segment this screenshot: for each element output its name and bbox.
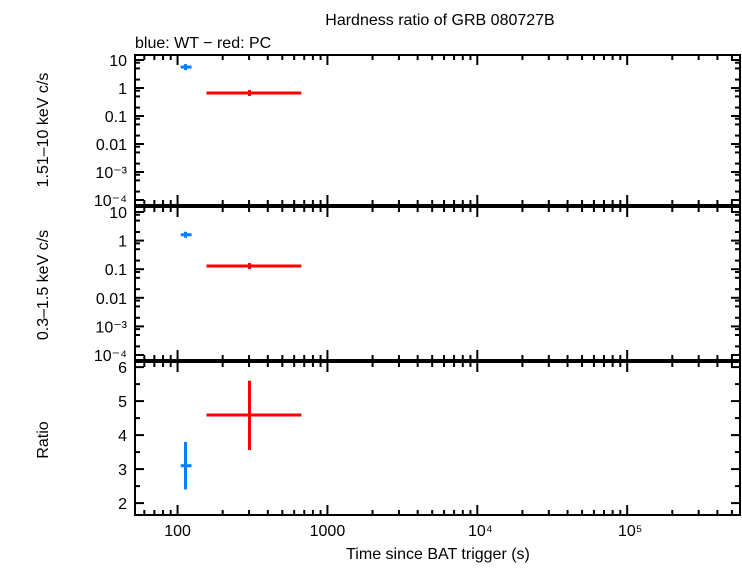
x-tick-label: 10⁵ xyxy=(618,523,642,540)
panel-frame xyxy=(134,361,741,516)
y-tick-label: 3 xyxy=(118,462,127,479)
y-tick-label: 2 xyxy=(118,496,127,513)
y-tick-label: 6 xyxy=(118,360,127,377)
y-tick-label: 0.01 xyxy=(96,137,127,154)
chart-subtitle: blue: WT − red: PC xyxy=(135,35,271,52)
ratio-ylabel: Ratio xyxy=(35,421,52,458)
y-tick-label: 10⁻³ xyxy=(95,319,127,336)
y-tick-label: 10⁻⁴ xyxy=(94,193,127,210)
y-tick-label: 10⁻⁴ xyxy=(94,348,127,365)
y-tick-label: 0.01 xyxy=(96,291,127,308)
x-tick-label: 10⁴ xyxy=(468,523,493,540)
y-tick-label: 0.1 xyxy=(105,262,127,279)
y-tick-label: 0.1 xyxy=(105,109,127,126)
x-tick-label: 1000 xyxy=(310,523,346,540)
y-tick-label: 10 xyxy=(109,205,127,222)
chart-title: Hardness ratio of GRB 080727B xyxy=(325,12,554,29)
y-tick-label: 5 xyxy=(118,394,127,411)
x-tick-label: 100 xyxy=(164,523,191,540)
y-tick-label: 1 xyxy=(118,81,127,98)
y-tick-label: 10⁻³ xyxy=(95,165,127,182)
middle-ylabel: 0.3–1.5 keV c/s xyxy=(35,230,52,340)
y-tick-label: 4 xyxy=(118,428,127,445)
xlabel: Time since BAT trigger (s) xyxy=(346,546,530,563)
y-tick-label: 1 xyxy=(118,234,127,251)
panel-frame xyxy=(134,54,741,206)
y-tick-label: 10 xyxy=(109,53,127,70)
panel-frame xyxy=(134,206,741,361)
top-ylabel: 1.51–10 keV c/s xyxy=(35,73,52,188)
